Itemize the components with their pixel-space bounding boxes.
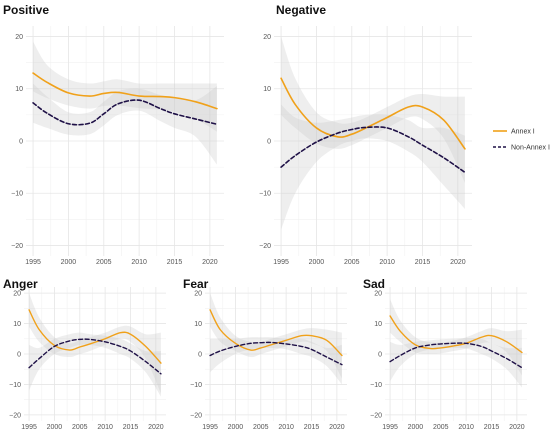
x-tick-label: 2020 bbox=[450, 259, 466, 266]
y-tick-label: 10 bbox=[374, 321, 382, 328]
y-tick-label: 0 bbox=[198, 351, 202, 358]
gridlines bbox=[205, 287, 347, 421]
y-tick-label: −10 bbox=[259, 191, 271, 198]
x-tick-label: 2015 bbox=[484, 424, 500, 431]
y-tick-label: 10 bbox=[13, 321, 21, 328]
gridlines bbox=[274, 26, 472, 256]
series-line-annex-i bbox=[32, 72, 218, 110]
panel-title: Anger bbox=[3, 277, 38, 291]
x-tick-label: 1995 bbox=[273, 259, 289, 266]
y-tick-label: 0 bbox=[17, 351, 21, 358]
panel-title: Positive bbox=[3, 3, 49, 17]
panel-title: Sad bbox=[363, 277, 385, 291]
panel-title: Negative bbox=[276, 3, 326, 17]
x-tick-label: 1995 bbox=[382, 424, 398, 431]
x-tick-label: 2020 bbox=[148, 424, 164, 431]
y-tick-label: 0 bbox=[19, 138, 23, 145]
y-tick-label: 10 bbox=[263, 86, 271, 93]
y-tick-label: 20 bbox=[13, 290, 21, 297]
x-tick-label: 2005 bbox=[344, 259, 360, 266]
confidence-band-annex-i bbox=[210, 293, 342, 379]
x-tick-label: 1995 bbox=[202, 424, 218, 431]
confidence-band-annex-i bbox=[29, 293, 161, 394]
y-tick-label: 20 bbox=[194, 290, 202, 297]
series-line-non-annex-i bbox=[209, 341, 343, 366]
x-tick-label: 2020 bbox=[202, 259, 218, 266]
x-tick-label: 2000 bbox=[47, 424, 63, 431]
x-tick-label: 2005 bbox=[433, 424, 449, 431]
series-line-annex-i bbox=[209, 309, 343, 357]
y-tick-label: 20 bbox=[15, 34, 23, 41]
x-tick-label: 2000 bbox=[228, 424, 244, 431]
panel-title: Fear bbox=[183, 277, 209, 291]
y-tick-label: 20 bbox=[374, 290, 382, 297]
legend-label: Non-Annex I bbox=[511, 145, 550, 152]
series-line-non-annex-i bbox=[389, 342, 523, 369]
y-tick-label: 0 bbox=[267, 138, 271, 145]
legend-label: Annex I bbox=[511, 129, 535, 136]
y-tick-label: −20 bbox=[370, 412, 382, 419]
confidence-band-annex-i bbox=[33, 41, 217, 132]
confidence-band-non-annex-i bbox=[281, 104, 465, 230]
x-tick-label: 2005 bbox=[72, 424, 88, 431]
x-tick-label: 2020 bbox=[509, 424, 525, 431]
y-tick-label: 10 bbox=[15, 86, 23, 93]
confidence-band-annex-i bbox=[281, 36, 465, 183]
x-tick-label: 2010 bbox=[131, 259, 147, 266]
legend: Annex I Non-Annex I bbox=[493, 129, 550, 152]
y-tick-label: −20 bbox=[190, 412, 202, 419]
series-line-non-annex-i bbox=[32, 99, 218, 126]
y-tick-label: −20 bbox=[11, 243, 23, 250]
confidence-band-non-annex-i bbox=[33, 83, 217, 165]
y-tick-label: −10 bbox=[11, 191, 23, 198]
y-tick-label: −10 bbox=[370, 382, 382, 389]
x-tick-label: 2005 bbox=[96, 259, 112, 266]
gridlines bbox=[26, 26, 224, 256]
x-tick-label: 1995 bbox=[21, 424, 37, 431]
y-tick-label: −20 bbox=[259, 243, 271, 250]
x-tick-label: 2010 bbox=[458, 424, 474, 431]
x-tick-label: 2015 bbox=[123, 424, 139, 431]
x-tick-label: 2010 bbox=[97, 424, 113, 431]
x-tick-label: 2015 bbox=[415, 259, 431, 266]
y-tick-label: 10 bbox=[194, 321, 202, 328]
x-tick-label: 2020 bbox=[329, 424, 345, 431]
x-tick-label: 2010 bbox=[379, 259, 395, 266]
x-tick-label: 1995 bbox=[25, 259, 41, 266]
x-tick-label: 2000 bbox=[61, 259, 77, 266]
y-tick-label: 20 bbox=[263, 34, 271, 41]
series-line-annex-i bbox=[389, 315, 523, 354]
x-tick-label: 2000 bbox=[309, 259, 325, 266]
series-line-annex-i bbox=[28, 309, 162, 364]
series-line-non-annex-i bbox=[280, 126, 466, 174]
x-tick-label: 2015 bbox=[304, 424, 320, 431]
x-tick-label: 2005 bbox=[253, 424, 269, 431]
x-tick-label: 2015 bbox=[167, 259, 183, 266]
series-line-non-annex-i bbox=[28, 338, 162, 375]
x-tick-label: 2010 bbox=[278, 424, 294, 431]
y-tick-label: −10 bbox=[9, 382, 21, 389]
gridlines bbox=[385, 287, 527, 421]
x-tick-label: 2000 bbox=[408, 424, 424, 431]
y-tick-label: 0 bbox=[378, 351, 382, 358]
y-tick-label: −20 bbox=[9, 412, 21, 419]
y-tick-label: −10 bbox=[190, 382, 202, 389]
